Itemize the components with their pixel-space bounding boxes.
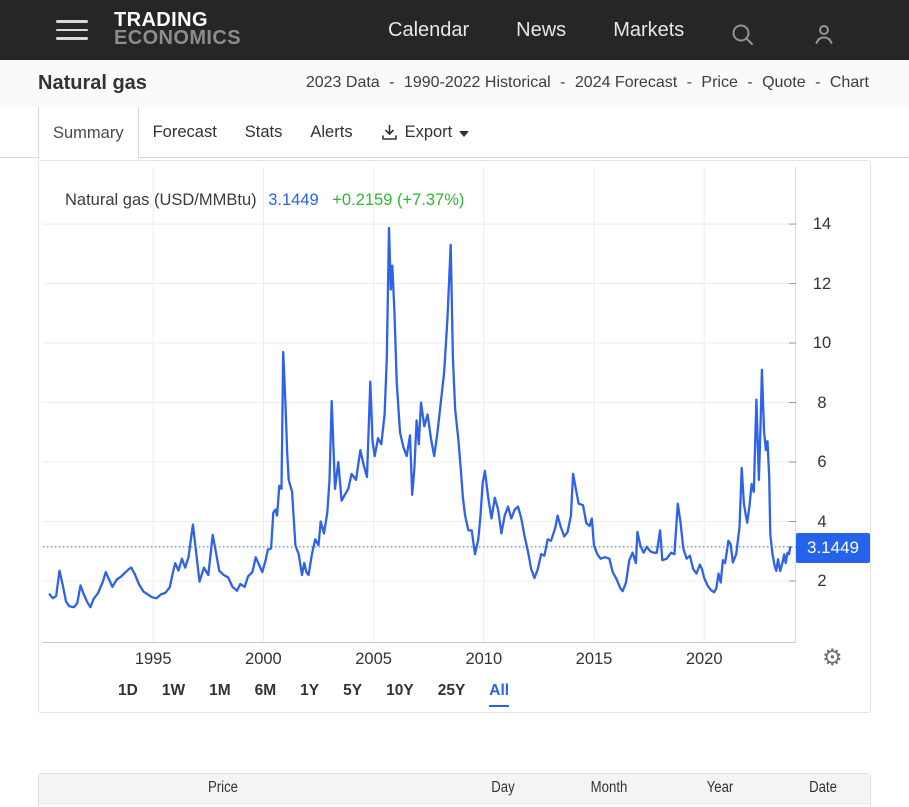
chart-card: Natural gas (USD/MMBtu) 3.1449 +0.2159 (…: [38, 160, 871, 713]
y-axis-label: 14: [812, 215, 832, 234]
x-axis-label: 2005: [355, 650, 392, 668]
download-icon: [381, 124, 397, 140]
breadcrumb-link[interactable]: 2023 Data: [305, 74, 380, 91]
tab-forecast[interactable]: Forecast: [152, 123, 217, 141]
range-button-1d[interactable]: 1D: [118, 682, 138, 699]
chevron-down-icon: [459, 130, 470, 137]
top-nav: TRADING ECONOMICS Calendar News Markets: [0, 0, 909, 60]
breadcrumb-separator: -: [682, 74, 697, 91]
price-line-series: [48, 226, 792, 609]
range-button-all[interactable]: All: [489, 682, 510, 707]
export-label: Export: [404, 123, 453, 141]
range-button-10y[interactable]: 10Y: [386, 682, 414, 699]
x-axis-label: 1995: [134, 650, 172, 668]
breadcrumb-link[interactable]: 2024 Forecast: [574, 74, 678, 91]
breadcrumb-link[interactable]: Chart: [829, 74, 869, 91]
x-axis-label: 2010: [465, 650, 503, 668]
range-selector: 1D 1W 1M 6M 1Y 5Y 10Y 25Y All: [39, 682, 870, 714]
chart-legend: Natural gas (USD/MMBtu) 3.1449 +0.2159 (…: [65, 191, 464, 210]
nav-link-calendar[interactable]: Calendar: [388, 18, 470, 41]
y-axis-label: 4: [817, 512, 827, 531]
tabs-underline: [0, 157, 909, 158]
logo[interactable]: TRADING ECONOMICS: [114, 9, 241, 49]
table-header-month: Month: [590, 779, 628, 796]
price-chart[interactable]: [43, 167, 796, 645]
menu-icon[interactable]: [56, 20, 88, 40]
logo-line2: ECONOMICS: [114, 27, 241, 49]
table-header-date: Date: [809, 779, 838, 796]
x-axis-label: 2015: [575, 650, 613, 668]
breadcrumb-separator: -: [810, 74, 825, 91]
range-button-1m[interactable]: 1M: [209, 682, 231, 699]
breadcrumb-separator: -: [742, 74, 758, 91]
range-button-6m[interactable]: 6M: [254, 682, 277, 699]
price-table: Price Day Month Year Date: [38, 773, 871, 807]
price-table-header: Price Day Month Year Date: [39, 774, 870, 804]
range-button-5y[interactable]: 5Y: [343, 682, 363, 699]
nav-links: Calendar News Markets: [388, 0, 684, 60]
tabs-row: Summary Forecast Stats Alerts Export: [0, 107, 909, 159]
search-icon[interactable]: [730, 22, 756, 53]
x-axis-label: 2000: [245, 650, 282, 668]
range-button-1y[interactable]: 1Y: [300, 682, 320, 699]
y-axis-label: 8: [817, 393, 827, 412]
logo-line1: TRADING: [114, 9, 208, 31]
y-axis-label: 2: [817, 571, 827, 590]
breadcrumb: 2023 Data - 1990-2022 Historical - 2024 …: [306, 74, 869, 92]
user-icon[interactable]: [812, 22, 836, 51]
title-bar: Natural gas 2023 Data - 1990-2022 Histor…: [0, 60, 909, 107]
table-header-year: Year: [707, 779, 734, 796]
tabs: Summary Forecast Stats Alerts Export: [38, 107, 484, 159]
range-button-25y[interactable]: 25Y: [437, 682, 466, 699]
breadcrumb-link[interactable]: Quote: [762, 74, 806, 91]
tab-summary[interactable]: Summary: [38, 107, 139, 159]
page-title: Natural gas: [38, 72, 147, 94]
instrument-label: Natural gas (USD/MMBtu): [65, 191, 257, 209]
breadcrumb-separator: -: [555, 74, 570, 91]
breadcrumb-link[interactable]: 1990-2022 Historical: [403, 74, 551, 91]
current-price-badge: 3.1449: [796, 533, 870, 563]
nav-link-news[interactable]: News: [516, 18, 567, 41]
tab-alerts[interactable]: Alerts: [310, 123, 353, 141]
table-header-day: Day: [490, 779, 515, 796]
chart-settings-gear-icon[interactable]: ⚙: [822, 645, 843, 671]
nav-link-markets[interactable]: Markets: [613, 18, 685, 41]
breadcrumb-separator: -: [384, 74, 399, 91]
y-axis-label: 12: [812, 274, 832, 293]
export-button[interactable]: Export: [367, 107, 484, 158]
range-button-1w[interactable]: 1W: [161, 682, 186, 699]
y-axis-label: 10: [812, 334, 832, 353]
tab-stats[interactable]: Stats: [244, 123, 283, 141]
last-price: 3.1449: [268, 191, 319, 209]
table-header-price: Price: [208, 779, 239, 796]
breadcrumb-link[interactable]: Price: [701, 74, 738, 91]
x-axis-label: 2020: [685, 650, 723, 668]
price-change: +0.2159 (+7.37%): [332, 191, 465, 209]
y-axis-label: 6: [817, 453, 827, 472]
